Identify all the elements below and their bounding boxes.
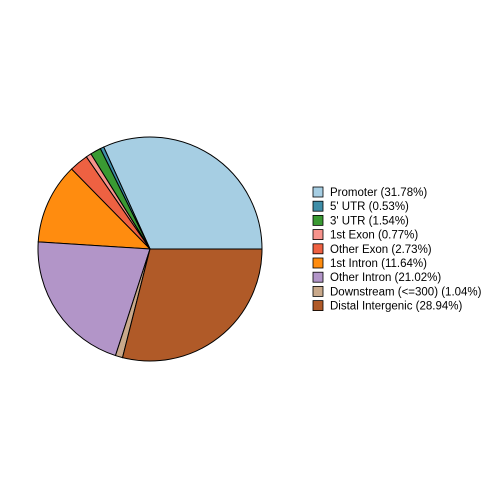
legend-swatch — [312, 214, 324, 226]
legend-swatch — [312, 300, 324, 312]
pie-slice — [121, 248, 263, 362]
legend-label: 1st Intron (11.64%) — [330, 258, 427, 270]
legend-swatch — [312, 243, 324, 255]
legend-label: 5' UTR (0.53%) — [330, 201, 409, 213]
legend-label: Promoter (31.78%) — [330, 187, 427, 199]
pie-slice — [37, 241, 151, 357]
legend-label: Downstream (<=300) (1.04%) — [330, 286, 482, 298]
pie-slice — [103, 136, 263, 250]
legend-swatch — [312, 285, 324, 297]
legend-swatch — [312, 257, 324, 269]
legend-swatch — [312, 186, 324, 198]
legend-label: Other Intron (21.02%) — [330, 272, 441, 284]
legend-label: 1st Exon (0.77%) — [330, 230, 418, 242]
legend-swatch — [312, 200, 324, 212]
legend-swatch — [312, 271, 324, 283]
legend-label: 3' UTR (1.54%) — [330, 215, 409, 227]
legend-swatch — [312, 229, 324, 241]
legend-label: Other Exon (2.73%) — [330, 244, 432, 256]
pie-slice — [37, 168, 152, 250]
legend-label: Distal Intergenic (28.94%) — [330, 301, 462, 313]
